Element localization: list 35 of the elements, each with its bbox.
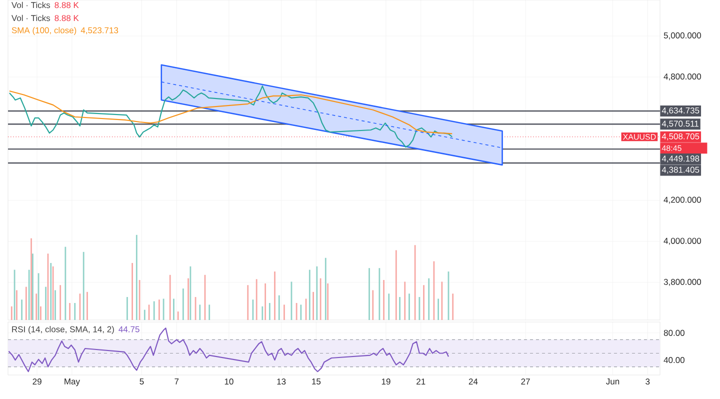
ref-line-label: 4,508.705 — [662, 133, 700, 140]
y-tick-label: 4,000.000 — [664, 238, 702, 245]
annotation: Vol · Ticks — [11, 14, 50, 22]
text: SMA (100, close) — [12, 27, 76, 35]
ref-line-label: 4,449.198 — [662, 156, 700, 163]
y-tick-label: 80.00 — [664, 330, 684, 336]
x-tick-label: 5 — [140, 378, 144, 384]
y-tick-label: 5,000.000 — [664, 32, 702, 40]
x-tick-label: 10 — [224, 378, 234, 385]
ref-line-label: 4,634.735 — [662, 107, 700, 114]
x-tick-label: 19 — [382, 378, 390, 385]
ref-line-label: 4,381.405 — [662, 166, 700, 174]
annotation: XAUUSD — [622, 134, 656, 140]
y-tick-label: 4,800.000 — [664, 74, 702, 81]
annotation: 4,523.713 — [80, 27, 118, 34]
x-tick-label: 7 — [174, 378, 179, 384]
x-tick-label: 29 — [32, 378, 42, 385]
y-tick-label: 4,200.000 — [664, 196, 702, 204]
x-tick-label: 21 — [416, 378, 426, 384]
ref-line-label: 4,570.511 — [662, 120, 698, 128]
y-tick-label: 3,800.000 — [664, 278, 702, 286]
x-tick-label: 27 — [521, 378, 530, 384]
x-tick-label: 3 — [646, 378, 650, 385]
text: Vol · Ticks — [11, 2, 50, 8]
x-tick-label: 24 — [468, 378, 478, 384]
x-tick-label: Jun — [606, 378, 620, 384]
annotation: 44.75 — [118, 326, 140, 332]
text: 48:45 — [662, 145, 682, 151]
series-label: RSI (14, close, SMA, 14, 2) — [12, 326, 114, 334]
x-tick-label: 15 — [312, 378, 321, 384]
annotation: 8.88 K — [54, 2, 79, 8]
x-tick-label: 13 — [277, 378, 286, 385]
x-tick-label: May — [64, 378, 80, 386]
annotation: 8.88 K — [54, 15, 79, 22]
y-tick-label: 40.00 — [664, 357, 684, 364]
